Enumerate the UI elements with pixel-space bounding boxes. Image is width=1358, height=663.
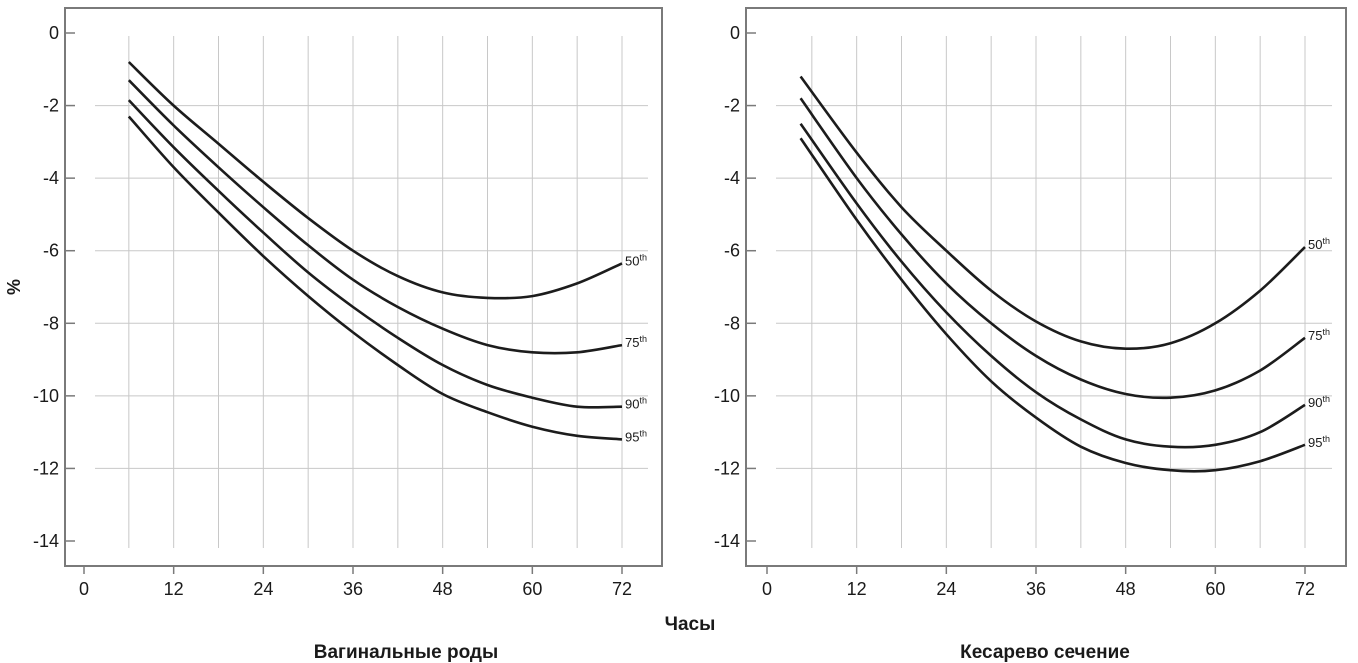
y-tick-label: -4 [724, 168, 740, 188]
plot-frame [745, 7, 1347, 567]
x-tick-label: 24 [936, 579, 956, 599]
series-label-90th: 90th [1308, 394, 1330, 410]
series-line-75th [799, 97, 1306, 400]
series-label-75th: 75th [625, 334, 647, 350]
y-tick-label: -8 [43, 313, 59, 333]
x-tick-label: 12 [164, 579, 184, 599]
series-label-50th: 50th [1308, 236, 1330, 252]
y-axis-label: % [4, 279, 24, 295]
x-tick-label: 60 [522, 579, 542, 599]
y-tick-label: -10 [714, 386, 740, 406]
series-line-50th [799, 75, 1306, 351]
x-axis-label: Часы [665, 614, 716, 635]
series-label-95th: 95th [1308, 434, 1330, 450]
x-tick-label: 72 [612, 579, 632, 599]
series-line-50th [127, 61, 623, 300]
series-line-95th [799, 137, 1306, 473]
y-tick-label: -4 [43, 168, 59, 188]
series-label-95th: 95th [625, 428, 647, 444]
x-tick-label: 48 [1116, 579, 1136, 599]
x-tick-label: 48 [433, 579, 453, 599]
y-tick-label: -2 [43, 96, 59, 116]
y-tick-label: -6 [724, 241, 740, 261]
series-line-95th [127, 115, 623, 441]
y-tick-label: 0 [49, 23, 59, 43]
y-tick-label: -10 [33, 386, 59, 406]
y-tick-label: -6 [43, 241, 59, 261]
series-label-75th: 75th [1308, 327, 1330, 343]
series-label-50th: 50th [625, 252, 647, 268]
x-tick-label: 60 [1205, 579, 1225, 599]
y-tick-label: -8 [724, 313, 740, 333]
x-tick-label: 0 [762, 579, 772, 599]
series-line-90th [127, 99, 623, 409]
series-line-75th [127, 79, 623, 355]
x-tick-label: 0 [79, 579, 89, 599]
plot-frame [64, 7, 663, 567]
x-tick-label: 12 [847, 579, 867, 599]
y-tick-label: -12 [33, 458, 59, 478]
chart-panel-cesarean: 0 -2 -4 -6 -8 -10 -12 -14 0 12 24 36 48 60 72 50th 75th 9… [714, 7, 1347, 663]
y-tick-label: -2 [724, 96, 740, 116]
x-tick-label: 72 [1295, 579, 1315, 599]
panel-title: Вагинальные роды [314, 642, 498, 663]
x-tick-label: 36 [1026, 579, 1046, 599]
y-tick-label: -12 [714, 458, 740, 478]
series-line-90th [799, 122, 1306, 449]
y-tick-label: -14 [714, 531, 740, 551]
x-tick-label: 24 [253, 579, 273, 599]
chart-panel-vaginal: 0 -2 -4 -6 -8 -10 -12 -14 0 12 24 36 48 60 72 50th 75th 9… [33, 7, 663, 663]
panel-title: Кесарево сечение [960, 642, 1130, 663]
y-tick-label: -14 [33, 531, 59, 551]
series-label-90th: 90th [625, 396, 647, 412]
x-tick-label: 36 [343, 579, 363, 599]
y-tick-label: 0 [730, 23, 740, 43]
